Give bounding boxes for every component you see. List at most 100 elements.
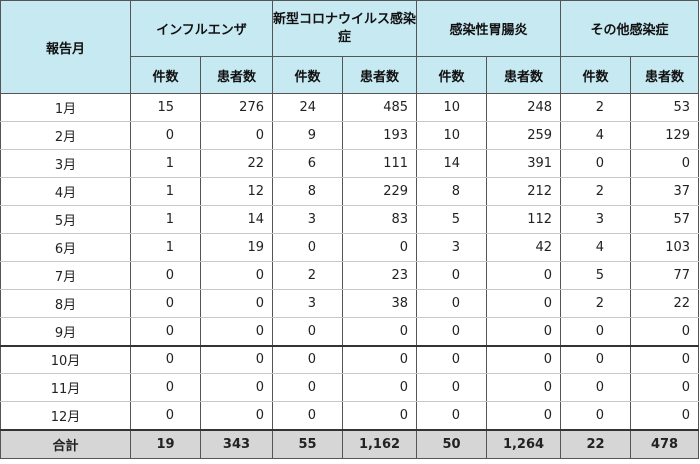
total-cell: 1,162 (341, 428, 418, 459)
month-header: 報告月 (0, 0, 131, 94)
patients-cell: 0 (341, 401, 418, 430)
count-cell: 24 (272, 93, 343, 122)
count-cell: 0 (272, 233, 343, 262)
patients-cell: 0 (630, 401, 700, 430)
group-header-covid: 新型コロナウイルス感染症 (271, 0, 418, 57)
patients-cell: 0 (200, 317, 273, 347)
patients-cell: 0 (486, 345, 562, 374)
count-cell: 0 (130, 121, 201, 150)
table-row: 2月 0 0 9 193 10 259 4 129 (0, 121, 700, 150)
count-cell: 2 (560, 177, 632, 206)
count-cell: 0 (416, 373, 488, 402)
patients-cell: 0 (200, 289, 273, 318)
total-cell: 1,264 (486, 428, 562, 459)
patients-cell: 77 (630, 261, 700, 290)
count-cell: 0 (416, 401, 488, 430)
patients-cell: 22 (630, 289, 700, 318)
patients-cell: 229 (341, 177, 418, 206)
patients-cell: 259 (486, 121, 562, 150)
table-row: 3月 1 22 6 111 14 391 0 0 (0, 149, 700, 178)
subheader-count: 件数 (560, 56, 632, 94)
count-cell: 0 (416, 345, 488, 374)
patients-cell: 0 (200, 401, 273, 430)
subheader-patients: 患者数 (486, 56, 562, 94)
patients-cell: 37 (630, 177, 700, 206)
count-cell: 0 (560, 401, 632, 430)
count-cell: 4 (560, 233, 632, 262)
patients-cell: 0 (341, 373, 418, 402)
month-cell: 12月 (0, 401, 131, 430)
count-cell: 0 (272, 373, 343, 402)
patients-cell: 111 (341, 149, 418, 178)
subheader-count: 件数 (272, 56, 343, 94)
patients-cell: 0 (486, 373, 562, 402)
table-row: 7月 0 0 2 23 0 0 5 77 (0, 261, 700, 290)
count-cell: 0 (272, 345, 343, 374)
patients-cell: 0 (200, 373, 273, 402)
table-row: 1月 15 276 24 485 10 248 2 53 (0, 93, 700, 122)
total-cell: 343 (200, 428, 273, 459)
count-cell: 5 (560, 261, 632, 290)
patients-cell: 0 (486, 317, 562, 347)
count-cell: 15 (130, 93, 201, 122)
count-cell: 3 (272, 289, 343, 318)
patients-cell: 248 (486, 93, 562, 122)
patients-cell: 57 (630, 205, 700, 234)
subheader-count: 件数 (416, 56, 488, 94)
count-cell: 5 (416, 205, 488, 234)
count-cell: 1 (130, 177, 201, 206)
patients-cell: 276 (200, 93, 273, 122)
patients-cell: 83 (341, 205, 418, 234)
patients-cell: 212 (486, 177, 562, 206)
count-cell: 0 (272, 401, 343, 430)
count-cell: 10 (416, 121, 488, 150)
count-cell: 0 (130, 345, 201, 374)
count-cell: 0 (130, 373, 201, 402)
patients-cell: 0 (341, 317, 418, 347)
total-cell: 19 (130, 428, 201, 459)
subheader-patients: 患者数 (630, 56, 700, 94)
month-cell: 5月 (0, 205, 131, 234)
count-cell: 2 (560, 289, 632, 318)
patients-cell: 391 (486, 149, 562, 178)
patients-cell: 0 (341, 233, 418, 262)
patients-cell: 129 (630, 121, 700, 150)
patients-cell: 0 (200, 121, 273, 150)
count-cell: 0 (416, 317, 488, 347)
count-cell: 10 (416, 93, 488, 122)
count-cell: 6 (272, 149, 343, 178)
month-cell: 9月 (0, 317, 131, 347)
patients-cell: 23 (341, 261, 418, 290)
month-cell: 8月 (0, 289, 131, 318)
patients-cell: 103 (630, 233, 700, 262)
patients-cell: 19 (200, 233, 273, 262)
group-header-other: その他感染症 (560, 0, 700, 57)
total-cell: 22 (560, 428, 632, 459)
count-cell: 1 (130, 205, 201, 234)
count-cell: 0 (560, 373, 632, 402)
patients-cell: 14 (200, 205, 273, 234)
count-cell: 9 (272, 121, 343, 150)
month-cell: 11月 (0, 373, 131, 402)
patients-cell: 0 (630, 345, 700, 374)
table-row: 6月 1 19 0 0 3 42 4 103 (0, 233, 700, 262)
count-cell: 0 (130, 289, 201, 318)
count-cell: 0 (272, 317, 343, 347)
count-cell: 8 (272, 177, 343, 206)
count-cell: 0 (560, 317, 632, 347)
patients-cell: 0 (341, 345, 418, 374)
subheader-patients: 患者数 (200, 56, 273, 94)
count-cell: 2 (560, 93, 632, 122)
patients-cell: 53 (630, 93, 700, 122)
table-row: 9月 0 0 0 0 0 0 0 0 (0, 317, 700, 347)
patients-cell: 42 (486, 233, 562, 262)
subheader-patients: 患者数 (341, 56, 418, 94)
count-cell: 0 (130, 401, 201, 430)
count-cell: 4 (560, 121, 632, 150)
month-cell: 2月 (0, 121, 131, 150)
count-cell: 0 (560, 345, 632, 374)
count-cell: 3 (560, 205, 632, 234)
month-cell: 4月 (0, 177, 131, 206)
patients-cell: 0 (486, 401, 562, 430)
